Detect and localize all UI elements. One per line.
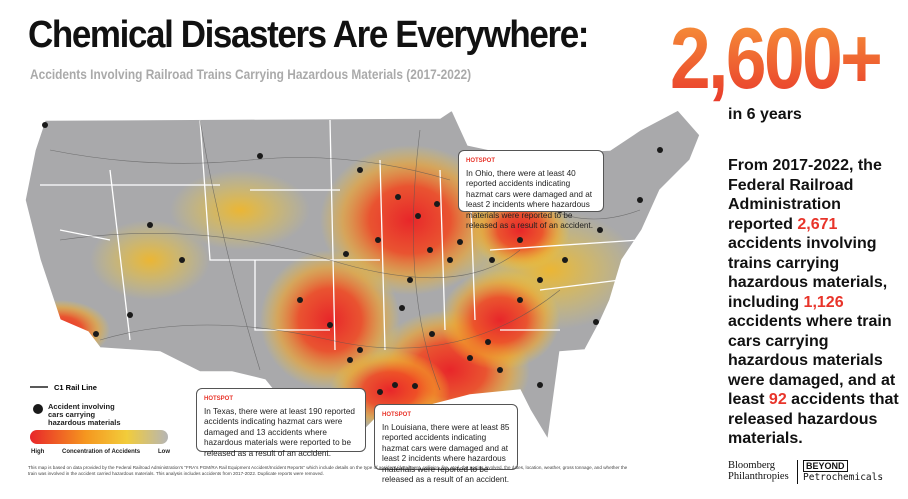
summary-text: accidents where train cars carrying haza… xyxy=(728,313,896,408)
divider xyxy=(797,460,798,484)
callout-ohio: HOTSPOT In Ohio, there were at least 40 r… xyxy=(458,150,604,230)
stat-caption: in 6 years xyxy=(728,106,802,123)
legend-high: High xyxy=(31,449,45,455)
footnote: This map is based on data provided by th… xyxy=(28,465,628,476)
logo-text: Philanthropies xyxy=(728,471,789,482)
callout-label: HOTSPOT xyxy=(466,158,496,164)
summary-number: 92 xyxy=(768,391,787,408)
summary: From 2017-2022, the Federal Railroad Adm… xyxy=(728,156,900,449)
callout-texas: HOTSPOT In Texas, there were at least 190… xyxy=(196,388,366,458)
summary-number: 1,126 xyxy=(803,293,844,311)
callout-louisiana: HOTSPOT In Louisiana, there were at least… xyxy=(374,404,518,484)
callout-text: In Ohio, there were at least 40 reported… xyxy=(466,168,593,231)
legend: C1 Rail Line xyxy=(30,383,168,444)
logo-text: Petrochemicals xyxy=(803,472,884,483)
legend-rail: C1 Rail Line xyxy=(54,383,97,392)
legend-scale: Concentration of Accidents xyxy=(62,449,141,455)
legend-low: Low xyxy=(158,449,170,455)
summary-number: 2,671 xyxy=(797,215,838,233)
stat-value: 2,600+ xyxy=(670,11,883,107)
callout-label: HOTSPOT xyxy=(382,412,412,418)
summary-text: accidents that released hazardous materi… xyxy=(728,391,899,447)
subtitle: Accidents Involving Railroad Trains Carr… xyxy=(30,66,472,82)
logo-beyond: BEYOND Petrochemicals xyxy=(803,460,883,484)
title: Chemical Disasters Are Everywhere: xyxy=(28,14,589,56)
callout-text: In Louisiana, there were at least 85 rep… xyxy=(382,422,510,485)
callout-label: HOTSPOT xyxy=(204,396,234,402)
logo-bloomberg: Bloomberg Philanthropies xyxy=(728,460,789,482)
summary-text: accidents involving trains carrying haza… xyxy=(728,235,888,311)
summary-text: From 2017-2022, the Federal Railroad Adm… xyxy=(728,157,882,233)
legend-accident: Accident involving cars carrying hazardo… xyxy=(48,402,121,427)
logo-text: Bloomberg xyxy=(728,460,776,471)
logo-text: BEYOND xyxy=(803,460,848,472)
callout-text: In Texas, there were at least 190 report… xyxy=(204,406,355,458)
